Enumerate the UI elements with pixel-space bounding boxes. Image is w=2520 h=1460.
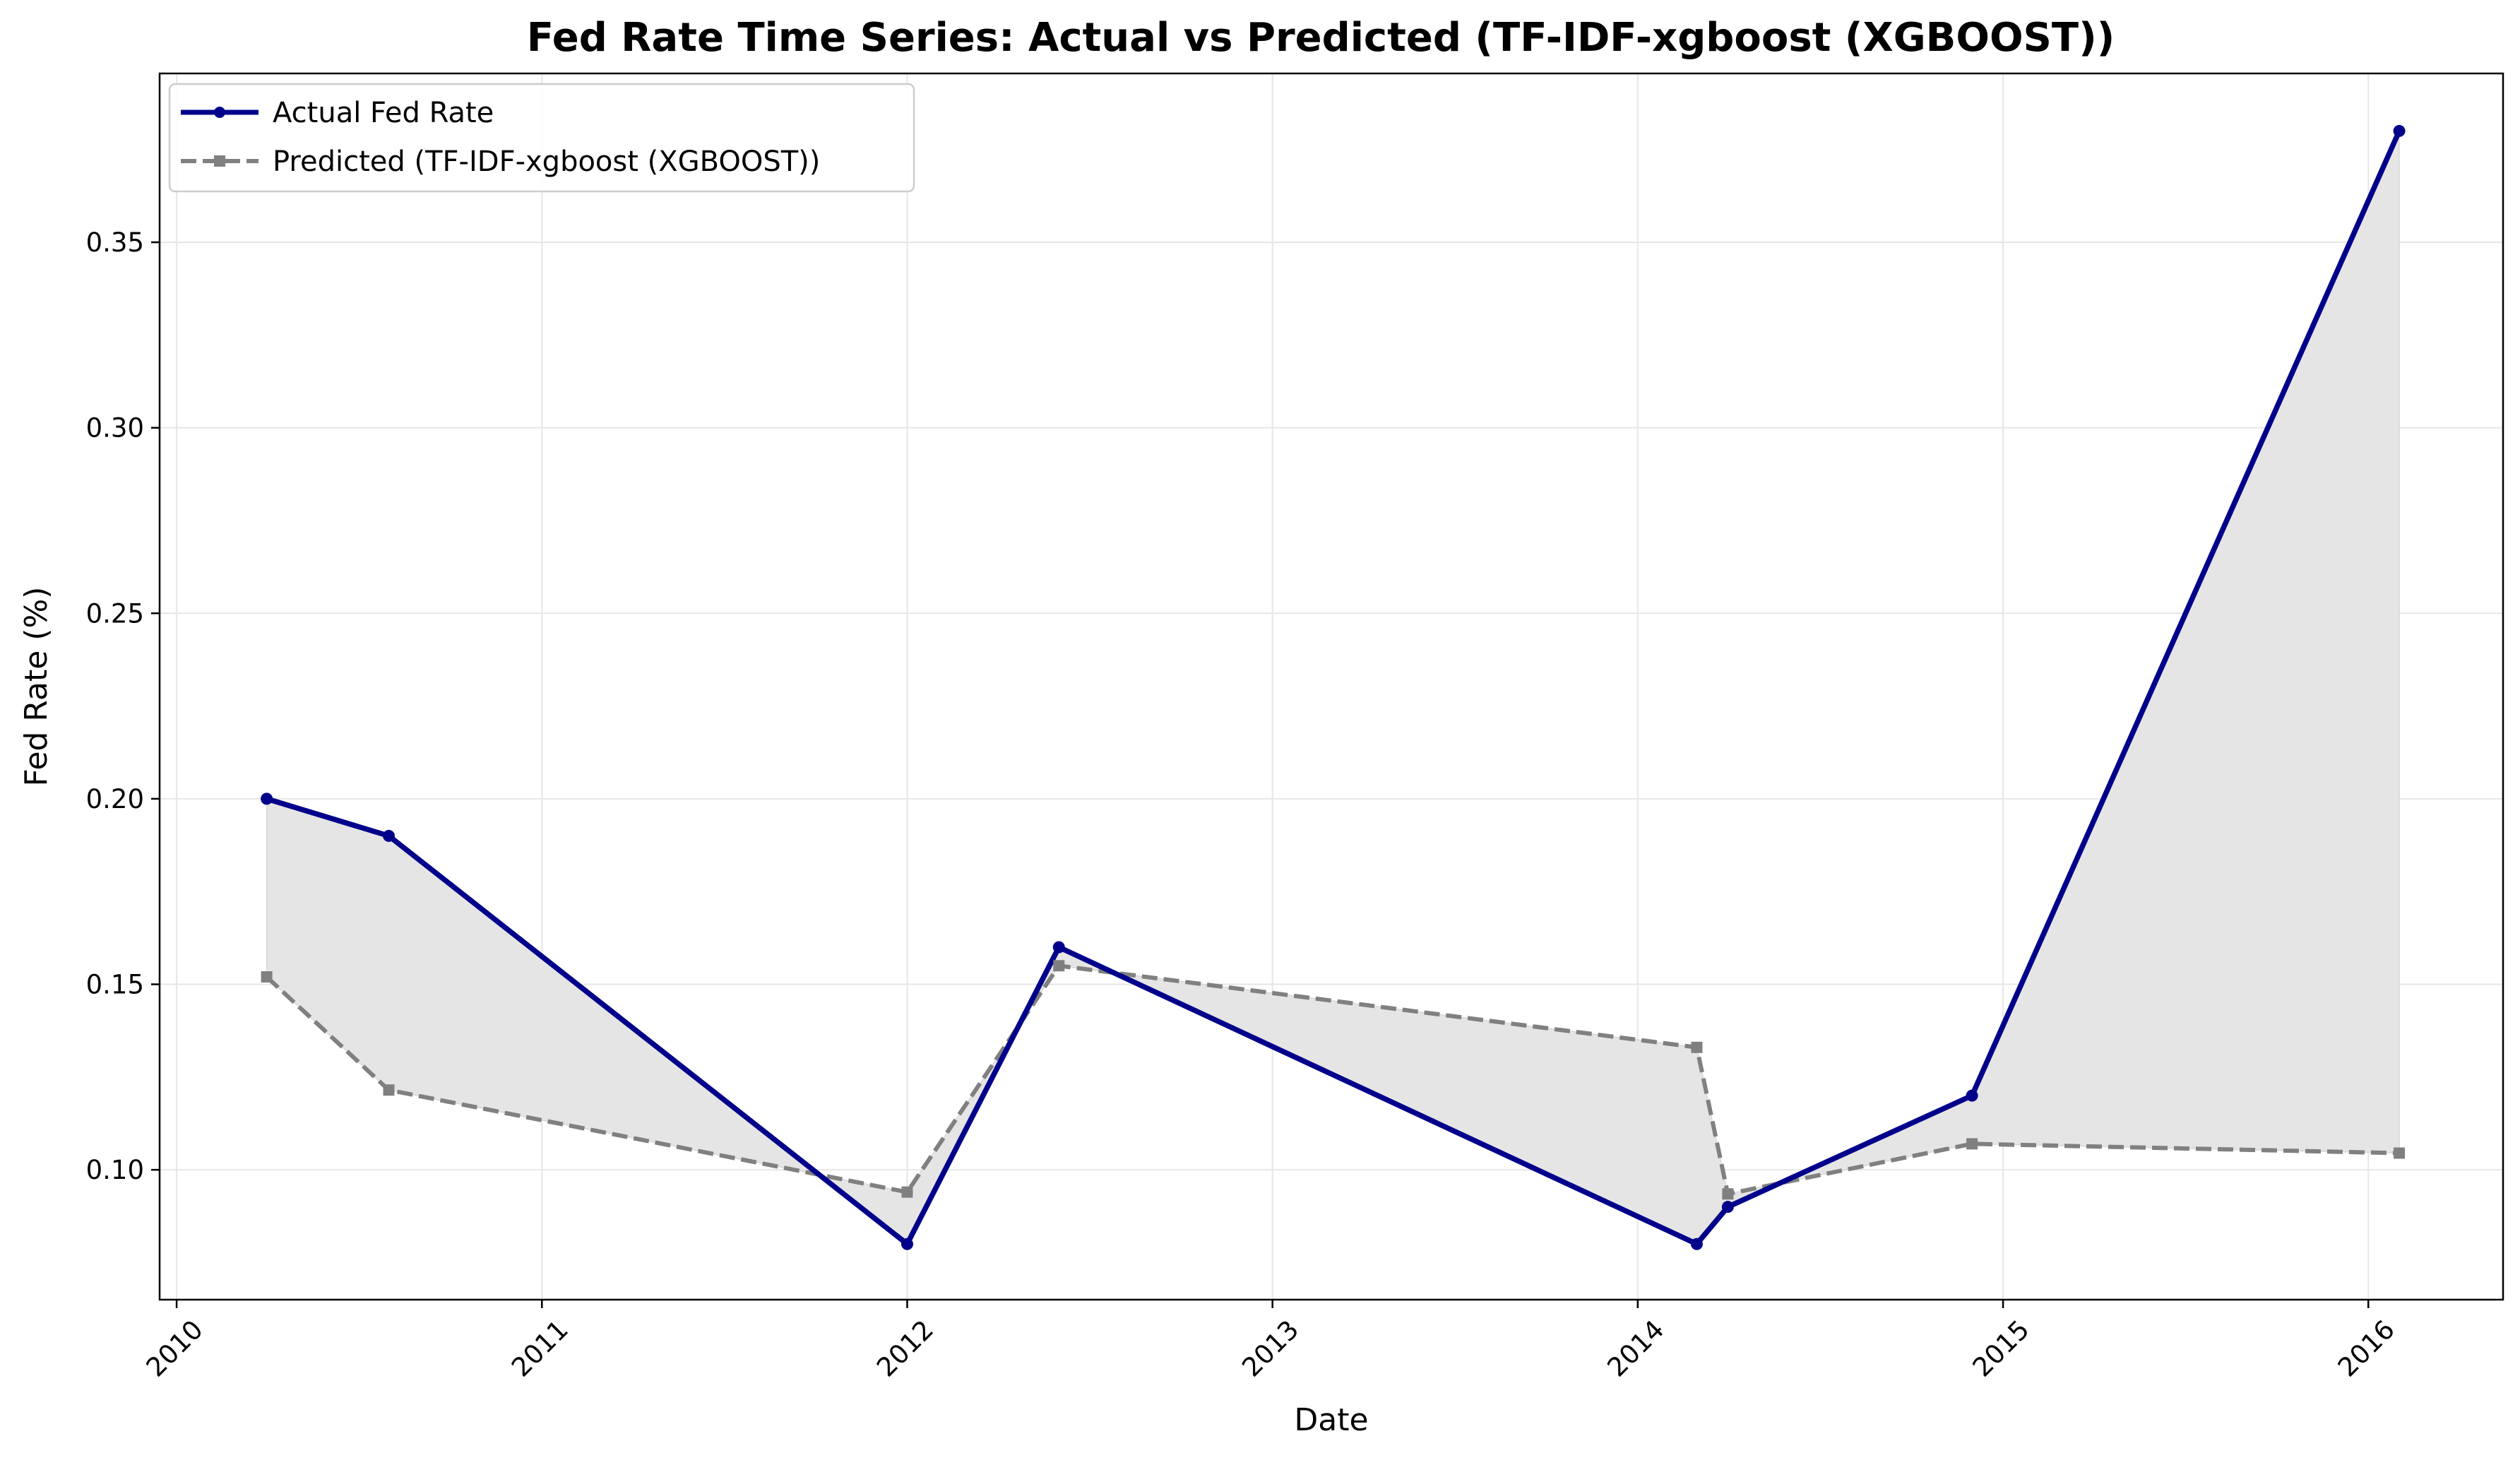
x-tick-label: 2016 [2332, 1314, 2401, 1383]
x-tick-label: 2010 [141, 1314, 209, 1383]
x-axis-ticks: 2010 2011 2012 2013 2014 2015 2016 [141, 1300, 2401, 1383]
legend-marker-actual [214, 107, 225, 118]
predicted-point [1722, 1188, 1734, 1200]
y-tick-label: 0.30 [86, 413, 144, 444]
y-tick-label: 0.10 [86, 1155, 144, 1185]
actual-point [1052, 941, 1065, 954]
predicted-point [1691, 1041, 1703, 1053]
x-tick-label: 2014 [1602, 1314, 1670, 1383]
actual-point [382, 829, 395, 842]
predicted-point [901, 1186, 913, 1198]
legend-label-actual: Actual Fed Rate [273, 97, 494, 129]
y-tick-label: 0.20 [86, 784, 144, 814]
y-tick-label: 0.25 [86, 598, 144, 629]
plot-area-frame [158, 72, 2504, 1301]
legend-box [168, 83, 915, 193]
y-axis-label: Fed Rate (%) [18, 587, 54, 787]
chart-title: Fed Rate Time Series: Actual vs Predicte… [527, 15, 2115, 61]
x-axis-label: Date [1294, 1402, 1368, 1438]
predicted-point [261, 971, 273, 983]
series-markers [261, 124, 2406, 1250]
legend-label-predicted: Predicted (TF-IDF-xgboost (XGBOOST)) [273, 146, 820, 178]
x-tick-label: 2011 [506, 1314, 574, 1383]
series-lines [263, 128, 2402, 1247]
predicted-point [2394, 1147, 2406, 1159]
actual-point [1966, 1089, 1978, 1102]
y-tick-label: 0.35 [86, 227, 144, 258]
chart-legend: Actual Fed Rate Predicted (TF-IDF-xgboos… [168, 83, 915, 193]
y-axis-ticks: 0.10 0.15 0.20 0.25 0.30 0.35 [86, 227, 160, 1185]
actual-point [1690, 1238, 1703, 1250]
predicted-point [1053, 960, 1065, 972]
actual-point [261, 793, 273, 805]
predicted-point [1966, 1138, 1978, 1150]
x-tick-label: 2015 [1967, 1314, 2035, 1383]
actual-point [2393, 124, 2406, 137]
legend-marker-predicted [214, 155, 225, 167]
actual-series-line [263, 128, 2402, 1247]
y-tick-label: 0.15 [86, 970, 144, 1000]
x-tick-label: 2013 [1236, 1314, 1304, 1383]
actual-point [901, 1238, 913, 1250]
predicted-point [383, 1084, 395, 1096]
x-tick-label: 2012 [871, 1314, 939, 1383]
predicted-series-line [265, 963, 2400, 1197]
actual-point [1721, 1201, 1734, 1213]
